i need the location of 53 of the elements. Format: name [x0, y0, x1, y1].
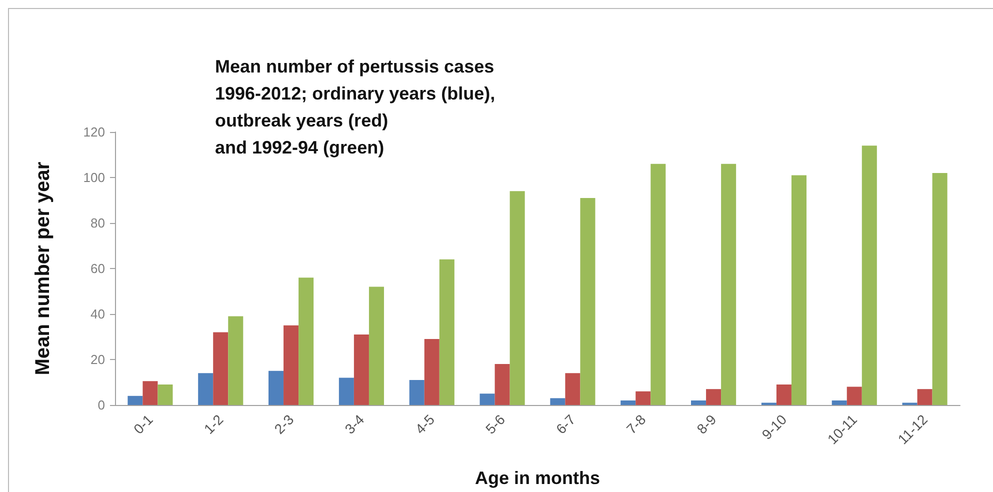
bar: [158, 384, 173, 405]
x-tick-label: 8-9: [694, 411, 720, 437]
y-tick-label: 60: [90, 261, 105, 276]
x-tick-label: 2-3: [271, 411, 297, 437]
x-tick-label: 3-4: [342, 411, 368, 437]
bar: [142, 381, 158, 405]
x-axis-title: Age in months: [475, 468, 600, 488]
bar: [620, 400, 636, 405]
chart-title: Mean number of pertussis cases 1996-2012; ordinary years (blue), outbreak years (red) and 1992-94 (green): [215, 56, 496, 158]
bar: [198, 373, 214, 405]
bar: [721, 164, 736, 405]
bar: [832, 400, 847, 405]
bar: [862, 146, 877, 405]
bar: [565, 373, 580, 405]
bar: [338, 378, 354, 405]
bar: [932, 172, 948, 405]
bar: [213, 332, 228, 405]
bar: [494, 364, 510, 405]
y-tick-label: 0: [98, 398, 105, 412]
bar: [368, 286, 384, 405]
bar: [128, 396, 143, 405]
bar: [228, 316, 244, 405]
y-tick-label: 80: [90, 216, 105, 230]
bar: [298, 278, 314, 405]
bar: [354, 334, 369, 405]
bar: [580, 198, 596, 405]
bar: [636, 391, 651, 405]
y-tick-label: 40: [90, 306, 105, 322]
x-tick-label: 7-8: [623, 411, 649, 437]
y-tick-label: 120: [83, 124, 105, 140]
bar: [691, 400, 706, 405]
bar: [846, 386, 862, 405]
y-axis-title: Mean number per year: [32, 162, 54, 376]
bar: [424, 339, 440, 405]
bar: [268, 370, 284, 405]
bar: [706, 389, 722, 405]
bar: [776, 384, 792, 405]
x-tick-label: 6-7: [552, 411, 579, 437]
bar: [650, 164, 666, 405]
x-tick-label: 5-6: [482, 411, 508, 437]
x-tick-label: 4-5: [412, 411, 438, 437]
y-tick-label: 20: [90, 352, 105, 367]
y-tick-label: 100: [83, 170, 105, 185]
bar: [917, 389, 932, 405]
bar: [550, 398, 566, 405]
bar: [791, 175, 806, 405]
x-tick-label: 0-1: [130, 411, 156, 437]
bar: [480, 394, 495, 405]
bar: [510, 191, 525, 405]
x-tick-label: 1-2: [200, 411, 226, 437]
bar: [409, 380, 424, 405]
bar: [284, 325, 299, 405]
bar: [439, 259, 454, 405]
